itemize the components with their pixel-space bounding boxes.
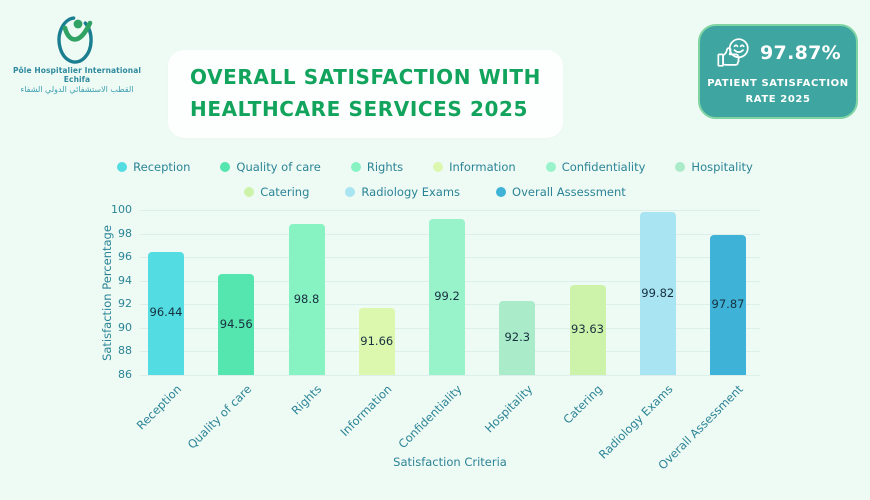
- legend-item-hospitality[interactable]: Hospitality: [675, 160, 753, 174]
- legend-swatch: [545, 162, 556, 172]
- legend-label: Confidentiality: [561, 160, 646, 174]
- x-tick-label: Information: [337, 382, 395, 439]
- bar-hospitality[interactable]: [499, 300, 536, 375]
- legend-swatch: [244, 187, 255, 197]
- x-tick-label: Radiology Exams: [596, 382, 676, 462]
- bar-chart-plot: 96.44 94.56 98.8 91.66 99.2 92.3 93.63 99.82 97.…: [140, 210, 760, 376]
- bar-value-label: 97.87: [711, 297, 745, 312]
- y-tick-label: 92: [118, 297, 132, 311]
- y-tick-label: 88: [118, 344, 132, 358]
- bar-overall-assessment[interactable]: [710, 235, 746, 375]
- bar-value-label: 99.2: [434, 289, 460, 304]
- y-tick-label: 90: [118, 320, 132, 334]
- legend-item-rights[interactable]: Rights: [350, 160, 404, 174]
- y-tick-label: 100: [111, 203, 132, 216]
- bar-value-label: 99.82: [641, 285, 675, 300]
- legend-label: Quality of care: [236, 160, 321, 174]
- bar-value-label: 94.56: [219, 316, 253, 331]
- legend-swatch: [496, 187, 507, 197]
- satisfaction-badge: 97.87% PATIENT SATISFACTION RATE 2025: [698, 24, 858, 119]
- legend-swatch: [117, 162, 128, 172]
- x-axis-title: Satisfaction Criteria: [393, 455, 507, 469]
- x-tick-label: Catering: [560, 382, 606, 427]
- bar-information[interactable]: [358, 308, 395, 375]
- chart-legend: Reception Quality of care Rights Informatio…: [0, 160, 870, 199]
- bar-confidentiality[interactable]: [429, 219, 465, 375]
- y-axis-title: Satisfaction Percentage: [100, 225, 114, 361]
- badge-label-line1: PATIENT SATISFACTION: [707, 78, 849, 89]
- legend-label: Catering: [260, 185, 310, 199]
- legend-swatch: [350, 162, 361, 172]
- bar-value-label: 96.44: [149, 305, 183, 320]
- x-tick-label: Hospitality: [481, 382, 536, 436]
- x-tick-label: Quality of care: [184, 382, 255, 452]
- logo-name-ar: القطب الاستشفائي الدولي الشفاء: [20, 85, 134, 94]
- gridline: [140, 375, 760, 376]
- page-title-line2: HEALTHCARE SERVICES 2025: [190, 97, 529, 121]
- bar-catering[interactable]: [569, 285, 606, 375]
- page-title: OVERALL SATISFACTION WITH HEALTHCARE SER…: [168, 50, 563, 138]
- badge-value: 97.87%: [760, 41, 841, 64]
- y-tick-label: 86: [118, 368, 132, 381]
- page-title-line1: OVERALL SATISFACTION WITH: [190, 65, 541, 89]
- legend-item-confidentiality[interactable]: Confidentiality: [545, 160, 646, 174]
- hospital-logo-icon: [57, 16, 93, 64]
- legend-label: Reception: [133, 160, 191, 174]
- hospital-logo: Pôle Hospitalier International Echifa ال…: [12, 8, 142, 94]
- y-tick-label: 96: [118, 250, 132, 264]
- bar-rights[interactable]: [288, 224, 325, 375]
- bar-value-label: 92.3: [504, 329, 531, 344]
- logo-name-fr: Pôle Hospitalier International Echifa: [12, 66, 142, 84]
- legend-swatch: [220, 162, 231, 172]
- bar-value-label: 98.8: [293, 291, 320, 306]
- bar-quality-of-care[interactable]: [218, 274, 255, 375]
- legend-item-overall-assessment[interactable]: Overall Assessment: [496, 185, 626, 199]
- legend-item-information[interactable]: Information: [433, 160, 516, 174]
- bar-radiology-exams[interactable]: [639, 212, 676, 375]
- legend-item-quality-of-care[interactable]: Quality of care: [220, 160, 321, 174]
- thumbs-up-smiley-icon: [717, 38, 749, 67]
- legend-row: Reception Quality of care Rights Informatio…: [0, 160, 870, 174]
- bar-value-label: 91.66: [360, 333, 394, 348]
- legend-swatch: [675, 162, 686, 172]
- legend-label: Hospitality: [691, 160, 753, 174]
- y-tick-label: 98: [118, 226, 132, 240]
- legend-swatch: [345, 187, 356, 197]
- legend-row: Catering Radiology Exams Overall Assessmen…: [0, 185, 870, 199]
- legend-label: Overall Assessment: [512, 185, 626, 199]
- bar-value-label: 93.63: [571, 322, 604, 337]
- legend-label: Radiology Exams: [361, 185, 461, 199]
- legend-item-radiology-exams[interactable]: Radiology Exams: [345, 185, 460, 199]
- x-tick-label: Rights: [288, 382, 325, 418]
- legend-swatch: [433, 162, 444, 172]
- legend-item-reception[interactable]: Reception: [117, 160, 190, 174]
- legend-label: Information: [449, 160, 516, 174]
- bar-reception[interactable]: [148, 251, 184, 375]
- legend-item-catering[interactable]: Catering: [244, 185, 309, 199]
- y-tick-label: 94: [118, 273, 132, 287]
- x-tick-label: Reception: [133, 382, 184, 433]
- gridline: [140, 210, 760, 211]
- legend-label: Rights: [366, 160, 404, 174]
- badge-label-line2: RATE 2025: [745, 93, 811, 105]
- x-tick-label: Confidentiality: [395, 382, 465, 452]
